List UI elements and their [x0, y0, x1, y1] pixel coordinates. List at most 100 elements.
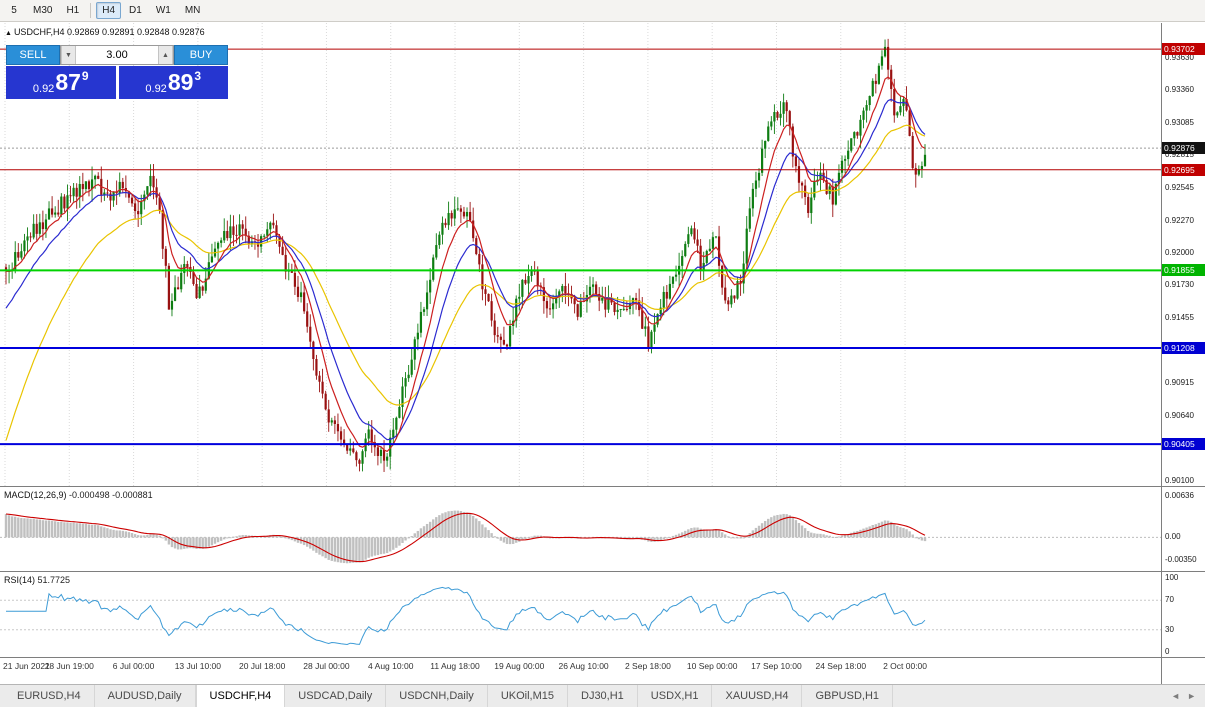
candles [4, 38, 927, 472]
time-tick: 6 Jul 00:00 [112, 661, 155, 671]
price-tick: 0.90640 [1165, 411, 1194, 421]
symbol-direction-icon: ▲ [5, 30, 12, 37]
price-tick: 0.92545 [1165, 182, 1194, 192]
timeframe-toolbar: 5 M30 H1 H4 D1 W1 MN [0, 0, 1205, 22]
price-tick: 0.90100 [1165, 475, 1194, 485]
price-tick: 0.93630 [1165, 52, 1194, 62]
tab-eurusd-h4[interactable]: EURUSD,H4 [4, 685, 95, 707]
macd-label: MACD(12,26,9) [4, 490, 67, 500]
price-chart-canvas[interactable] [0, 23, 1161, 486]
macd-tick: 0.00636 [1165, 491, 1194, 501]
rsi-scale: 100 70 30 0 [1161, 572, 1205, 657]
volume-decrease-button[interactable]: ▼ [61, 46, 76, 64]
time-tick: 20 Jul 18:00 [238, 661, 286, 671]
tab-audusd-daily[interactable]: AUDUSD,Daily [95, 685, 196, 707]
rsi-panel[interactable]: RSI(14) 51.7725 100 70 30 0 [0, 571, 1205, 657]
tab-gbpusd-h1[interactable]: GBPUSD,H1 [802, 685, 894, 707]
price-badge: 0.91208 [1161, 341, 1205, 354]
tab-xauusd-h4[interactable]: XAUUSD,H4 [712, 685, 803, 707]
one-click-trading-panel: SELL ▼ 3.00 ▲ BUY 0.92 87 9 0.92 89 3 [6, 45, 228, 99]
tab-dj30-h1[interactable]: DJ30,H1 [568, 685, 638, 707]
timeframe-button-h4[interactable]: H4 [96, 2, 122, 19]
ma-line-34 [5, 124, 926, 441]
time-tick: 13 Jul 10:00 [174, 661, 222, 671]
macd-values: -0.000498 -0.000881 [69, 490, 153, 500]
price-tick: 0.92000 [1165, 248, 1194, 258]
buy-button[interactable]: BUY [174, 45, 228, 65]
volume-stepper[interactable]: ▼ 3.00 ▲ [60, 45, 174, 65]
tab-usdx-h1[interactable]: USDX,H1 [638, 685, 713, 707]
timeframe-button-m30[interactable]: M30 [33, 5, 53, 16]
price-tick: 0.93360 [1165, 85, 1194, 95]
time-axis[interactable]: 21 Jun 2021 28 Jun 19:00 6 Jul 00:00 13 Jul… [0, 657, 1205, 684]
time-tick: 2 Sep 18:00 [624, 661, 671, 671]
price-badge: 0.90405 [1161, 438, 1205, 451]
tab-scroll-controls: ◄ ► [1162, 685, 1205, 707]
time-tick: 11 Aug 18:00 [430, 661, 480, 671]
sell-price-display[interactable]: 0.92 87 9 [6, 66, 116, 99]
volume-input[interactable]: 3.00 [106, 49, 128, 61]
buy-price-display[interactable]: 0.92 89 3 [118, 66, 228, 99]
ma-line-8 [5, 76, 926, 453]
tabs-scroll-left-button[interactable]: ◄ [1171, 691, 1181, 701]
price-chart-panel[interactable]: ▲ USDCHF,H4 0.92869 0.92891 0.92848 0.928… [0, 23, 1205, 486]
tab-usdcad-daily[interactable]: USDCAD,Daily [285, 685, 387, 707]
timeframe-button-w1[interactable]: W1 [155, 5, 171, 16]
tabs-scroll-right-button[interactable]: ► [1187, 691, 1196, 701]
grid-lines [4, 23, 906, 486]
buy-price-figure: 0.92 [145, 83, 167, 95]
rsi-value: 51.7725 [37, 575, 71, 585]
chart-title-ohlc: ▲ USDCHF,H4 0.92869 0.92891 0.92848 0.928… [5, 27, 205, 37]
time-tick: 26 Aug 10:00 [558, 661, 609, 671]
rsi-label: RSI(14) [4, 575, 36, 585]
time-tick: 28 Jul 00:00 [303, 661, 350, 671]
rsi-tick: 70 [1165, 595, 1174, 605]
timeframe-button-h1[interactable]: H1 [66, 5, 80, 16]
price-tick: 0.93085 [1165, 118, 1194, 128]
timeframe-button-d1[interactable]: D1 [129, 5, 142, 16]
chart-title-text: USDCHF,H4 0.92869 0.92891 0.92848 0.9287… [13, 27, 205, 37]
price-badge: 0.92695 [1161, 163, 1205, 176]
toolbar-separator [90, 3, 92, 18]
volume-increase-button[interactable]: ▲ [158, 46, 173, 64]
time-tick: 24 Sep 18:00 [815, 661, 867, 671]
price-badge: 0.93702 [1161, 43, 1205, 56]
tab-usdcnh-daily[interactable]: USDCNH,Daily [386, 685, 488, 707]
price-badge: 0.91855 [1161, 264, 1205, 277]
macd-header: MACD(12,26,9) -0.000498 -0.000881 [4, 490, 153, 500]
time-tick: 21 Jun 2021 [3, 661, 50, 671]
macd-canvas [0, 510, 1161, 564]
time-tick: 19 Aug 00:00 [494, 661, 545, 671]
rsi-tick: 0 [1165, 647, 1170, 656]
sell-price-figure: 0.92 [32, 83, 55, 95]
macd-tick: -0.00350 [1165, 555, 1197, 564]
rsi-tick: 30 [1165, 624, 1174, 634]
timeframe-button-mn[interactable]: MN [184, 5, 201, 16]
chart-tabs: EURUSD,H4 AUDUSD,Daily USDCHF,H4 USDCAD,Dai… [0, 685, 894, 707]
tab-ukoil-m15[interactable]: UKOil,M15 [488, 685, 568, 707]
rsi-line [6, 586, 926, 646]
macd-panel[interactable]: MACD(12,26,9) -0.000498 -0.000881 0.0063… [0, 486, 1205, 571]
rsi-tick: 100 [1165, 573, 1179, 582]
price-tick: 0.92815 [1165, 150, 1194, 160]
scale-divider-line [1161, 23, 1162, 684]
price-badge: 0.92876 [1161, 142, 1205, 155]
time-tick: 28 Jun 19:00 [44, 661, 94, 671]
chart-window[interactable]: ▲ USDCHF,H4 0.92869 0.92891 0.92848 0.928… [0, 23, 1205, 684]
timeframe-button-5[interactable]: 5 [11, 5, 17, 16]
buy-price-pips: 89 [167, 69, 194, 95]
rsi-header: RSI(14) 51.7725 [4, 575, 70, 585]
sell-price-pips: 87 [55, 69, 81, 95]
time-tick: 10 Sep 00:00 [686, 661, 738, 671]
time-tick: 2 Oct 00:00 [883, 661, 928, 671]
tab-usdchf-h4[interactable]: USDCHF,H4 [195, 685, 286, 707]
price-tick: 0.91455 [1165, 313, 1194, 323]
sell-price-point: 9 [81, 69, 89, 83]
price-scale[interactable]: 0.93630 0.93360 0.93085 0.92815 0.92545 0.922… [1161, 23, 1205, 486]
time-tick: 4 Aug 10:00 [368, 661, 414, 671]
time-tick: 17 Sep 10:00 [751, 661, 802, 671]
sell-button[interactable]: SELL [6, 45, 60, 65]
chart-tab-bar: EURUSD,H4 AUDUSD,Daily USDCHF,H4 USDCAD,Dai… [0, 684, 1205, 707]
price-tick: 0.92270 [1165, 215, 1194, 225]
rsi-canvas [0, 586, 1161, 646]
